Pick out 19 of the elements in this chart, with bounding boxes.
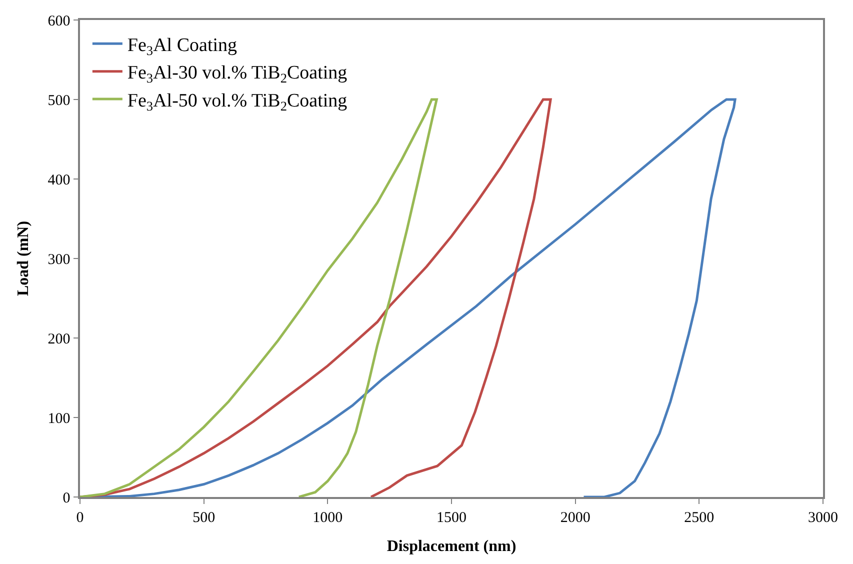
x-tick-label: 1000 (312, 510, 343, 526)
y-tick-label: 400 (48, 172, 70, 188)
x-tick-label: 3000 (808, 510, 838, 526)
legend-label: Fe$_{3}$Al Coating (127, 35, 238, 58)
y-tick-label: 600 (48, 13, 70, 30)
x-tick-label: 2000 (560, 510, 590, 526)
y-tick-label: 500 (48, 92, 70, 109)
x-tick-label: 0 (76, 510, 84, 526)
legend-label: Fe$_{3}$Al-30 vol.% TiB$_{2}$Coating (127, 62, 348, 86)
y-tick-label: 100 (48, 410, 70, 427)
legend-label: Fe$_{3}$Al-50 vol.% TiB$_{2}$Coating (127, 90, 348, 114)
y-axis-title: Load (mN) (15, 220, 32, 296)
y-tick-label: 300 (48, 252, 70, 268)
x-tick-label: 2500 (684, 510, 714, 526)
y-tick-label: 0 (62, 490, 70, 506)
x-tick-label: 500 (192, 510, 216, 526)
x-tick-label: 1500 (436, 510, 466, 526)
x-axis-title: Displacement (nm) (386, 538, 516, 555)
y-tick-label: 200 (48, 331, 70, 348)
